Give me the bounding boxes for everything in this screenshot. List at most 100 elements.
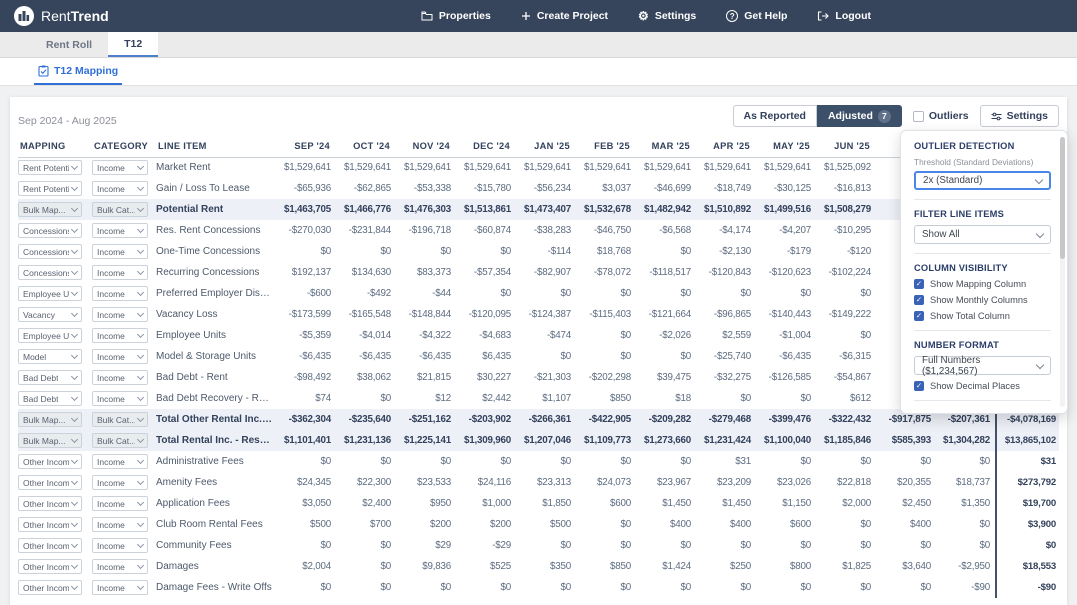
mapping-dropdown[interactable]: Bulk Map... — [18, 433, 82, 448]
outliers-checkbox[interactable] — [912, 110, 924, 122]
value-cell: $350 — [550, 561, 571, 572]
mapping-dropdown[interactable]: Other Income — [18, 538, 82, 553]
category-dropdown[interactable]: Income — [92, 517, 148, 532]
mapping-dropdown[interactable]: Employee Unit — [18, 286, 82, 301]
mapping-dropdown[interactable]: Other Income — [18, 496, 82, 511]
mapping-dropdown[interactable]: Concessions — [18, 223, 82, 238]
value-cell: $0 — [680, 288, 692, 299]
mapping-dropdown[interactable]: Other Income — [18, 580, 82, 595]
panel-scrollbar[interactable] — [1060, 137, 1065, 407]
category-dropdown[interactable]: Income — [92, 223, 148, 238]
total-value-cell: $0 — [995, 535, 1059, 556]
subtab-t12-mapping[interactable]: T12 Mapping — [34, 58, 123, 85]
mapping-dropdown[interactable]: Employee Unit — [18, 328, 82, 343]
as-reported-button[interactable]: As Reported — [732, 105, 817, 127]
value-cell: $0 — [560, 582, 572, 593]
nav-get-help[interactable]: ? Get Help — [726, 10, 787, 22]
mapping-dropdown[interactable]: Other Income — [18, 559, 82, 574]
mapping-dropdown-value: Other Income — [23, 519, 69, 530]
mapping-dropdown-value: Concessions — [23, 267, 69, 278]
line-item-label: Res. Rent Concessions — [156, 225, 261, 236]
mapping-dropdown[interactable]: Rent Potential — [18, 181, 82, 196]
category-dropdown[interactable]: Income — [92, 244, 148, 259]
chevron-down-icon — [136, 330, 145, 339]
show-mapping-column-option[interactable]: ✓ Show Mapping Column — [914, 279, 1051, 289]
adjusted-button[interactable]: Adjusted 7 — [816, 105, 902, 127]
nav-properties[interactable]: Properties — [421, 10, 491, 22]
mapping-dropdown[interactable]: Other Income — [18, 517, 82, 532]
chevron-down-icon — [1034, 175, 1044, 184]
value-cell: $0 — [920, 582, 932, 593]
category-dropdown-value: Income — [97, 183, 125, 194]
mapping-dropdown[interactable]: Bulk Map... — [18, 202, 82, 217]
table-settings-button[interactable]: Settings — [979, 105, 1059, 127]
number-format-heading: NUMBER FORMAT — [914, 340, 1000, 350]
mapping-dropdown[interactable]: Vacancy — [18, 307, 82, 322]
chevron-down-icon — [70, 561, 79, 570]
category-dropdown[interactable]: Income — [92, 454, 148, 469]
app-title: RentTrend — [41, 8, 109, 24]
mapping-dropdown[interactable]: Concessions — [18, 244, 82, 259]
table-row: Other Income Income Club Room Rental Fees $… — [18, 514, 1059, 535]
category-dropdown[interactable]: Bulk Cat... — [92, 433, 148, 448]
show-monthly-columns-option[interactable]: ✓ Show Monthly Columns — [914, 295, 1051, 305]
category-dropdown[interactable]: Income — [92, 328, 148, 343]
mapping-dropdown[interactable]: Concessions — [18, 265, 82, 280]
value-cell: -$102,224 — [828, 267, 872, 278]
panel-scrollbar-thumb[interactable] — [1060, 137, 1065, 259]
checkbox-checked-icon[interactable]: ✓ — [914, 311, 924, 321]
category-dropdown[interactable]: Income — [92, 181, 148, 196]
show-total-column-option[interactable]: ✓ Show Total Column — [914, 311, 1051, 321]
number-format-select[interactable]: Full Numbers ($1,234,567) — [914, 355, 1051, 377]
filter-line-items-select[interactable]: Show All — [914, 225, 1051, 244]
mapping-dropdown[interactable]: Bad Debt — [18, 391, 82, 406]
outliers-toggle[interactable]: Outliers — [912, 110, 969, 122]
category-dropdown[interactable]: Bulk Cat... — [92, 202, 148, 217]
threshold-select[interactable]: 2x (Standard) — [914, 171, 1051, 190]
category-dropdown[interactable]: Bulk Cat... — [92, 412, 148, 427]
category-dropdown[interactable]: Income — [92, 391, 148, 406]
category-dropdown[interactable]: Income — [92, 496, 148, 511]
value-cell: -$98,492 — [293, 372, 331, 383]
value-cell: $0 — [680, 540, 692, 551]
tab-t12[interactable]: T12 — [108, 32, 159, 57]
value-cell: -$114 — [547, 246, 572, 257]
show-decimal-places-option[interactable]: ✓ Show Decimal Places — [914, 381, 1051, 391]
category-dropdown[interactable]: Income — [92, 559, 148, 574]
checkbox-checked-icon[interactable]: ✓ — [914, 279, 924, 289]
value-cell: $1,150 — [782, 498, 811, 509]
panel-divider — [914, 330, 1051, 331]
mapping-dropdown[interactable]: Rent Potential — [18, 160, 82, 176]
tab-rent-roll[interactable]: Rent Roll — [46, 38, 93, 51]
line-item-label: Vacancy Loss — [156, 309, 218, 320]
folder-icon — [421, 11, 433, 21]
category-cell: Income — [92, 220, 156, 241]
reset-to-defaults-button[interactable]: Reset to Defaults — [914, 413, 1051, 414]
mapping-dropdown[interactable]: Other Income — [18, 475, 82, 490]
checkbox-checked-icon[interactable]: ✓ — [914, 381, 924, 391]
value-cell: -$115,403 — [589, 309, 631, 320]
category-dropdown[interactable]: Income — [92, 580, 148, 595]
category-cell: Income — [92, 325, 156, 346]
nav-settings[interactable]: ⚙ Settings — [638, 10, 696, 22]
mapping-dropdown[interactable]: Model — [18, 349, 82, 364]
nav-logout[interactable]: Logout — [817, 10, 871, 22]
mapping-dropdown[interactable]: Bad Debt — [18, 370, 82, 385]
mapping-dropdown[interactable]: Other Income — [18, 454, 82, 469]
value-cell: -$29 — [492, 540, 511, 551]
category-dropdown[interactable]: Income — [92, 538, 148, 553]
nav-create-project[interactable]: Create Project — [521, 10, 608, 22]
value-cell: $1,529,641 — [523, 162, 571, 174]
category-dropdown[interactable]: Income — [92, 307, 148, 322]
category-dropdown[interactable]: Income — [92, 475, 148, 490]
checkbox-checked-icon[interactable]: ✓ — [914, 295, 924, 305]
category-cell: Bulk Cat... — [92, 199, 156, 220]
category-dropdown[interactable]: Income — [92, 370, 148, 385]
category-dropdown[interactable]: Income — [92, 160, 148, 176]
category-dropdown[interactable]: Income — [92, 286, 148, 301]
category-dropdown[interactable]: Income — [92, 265, 148, 280]
value-cell: $0 — [380, 582, 392, 593]
mapping-dropdown[interactable]: Bulk Map... — [18, 412, 82, 427]
category-dropdown[interactable]: Income — [92, 349, 148, 364]
category-dropdown-value: Income — [97, 330, 125, 341]
